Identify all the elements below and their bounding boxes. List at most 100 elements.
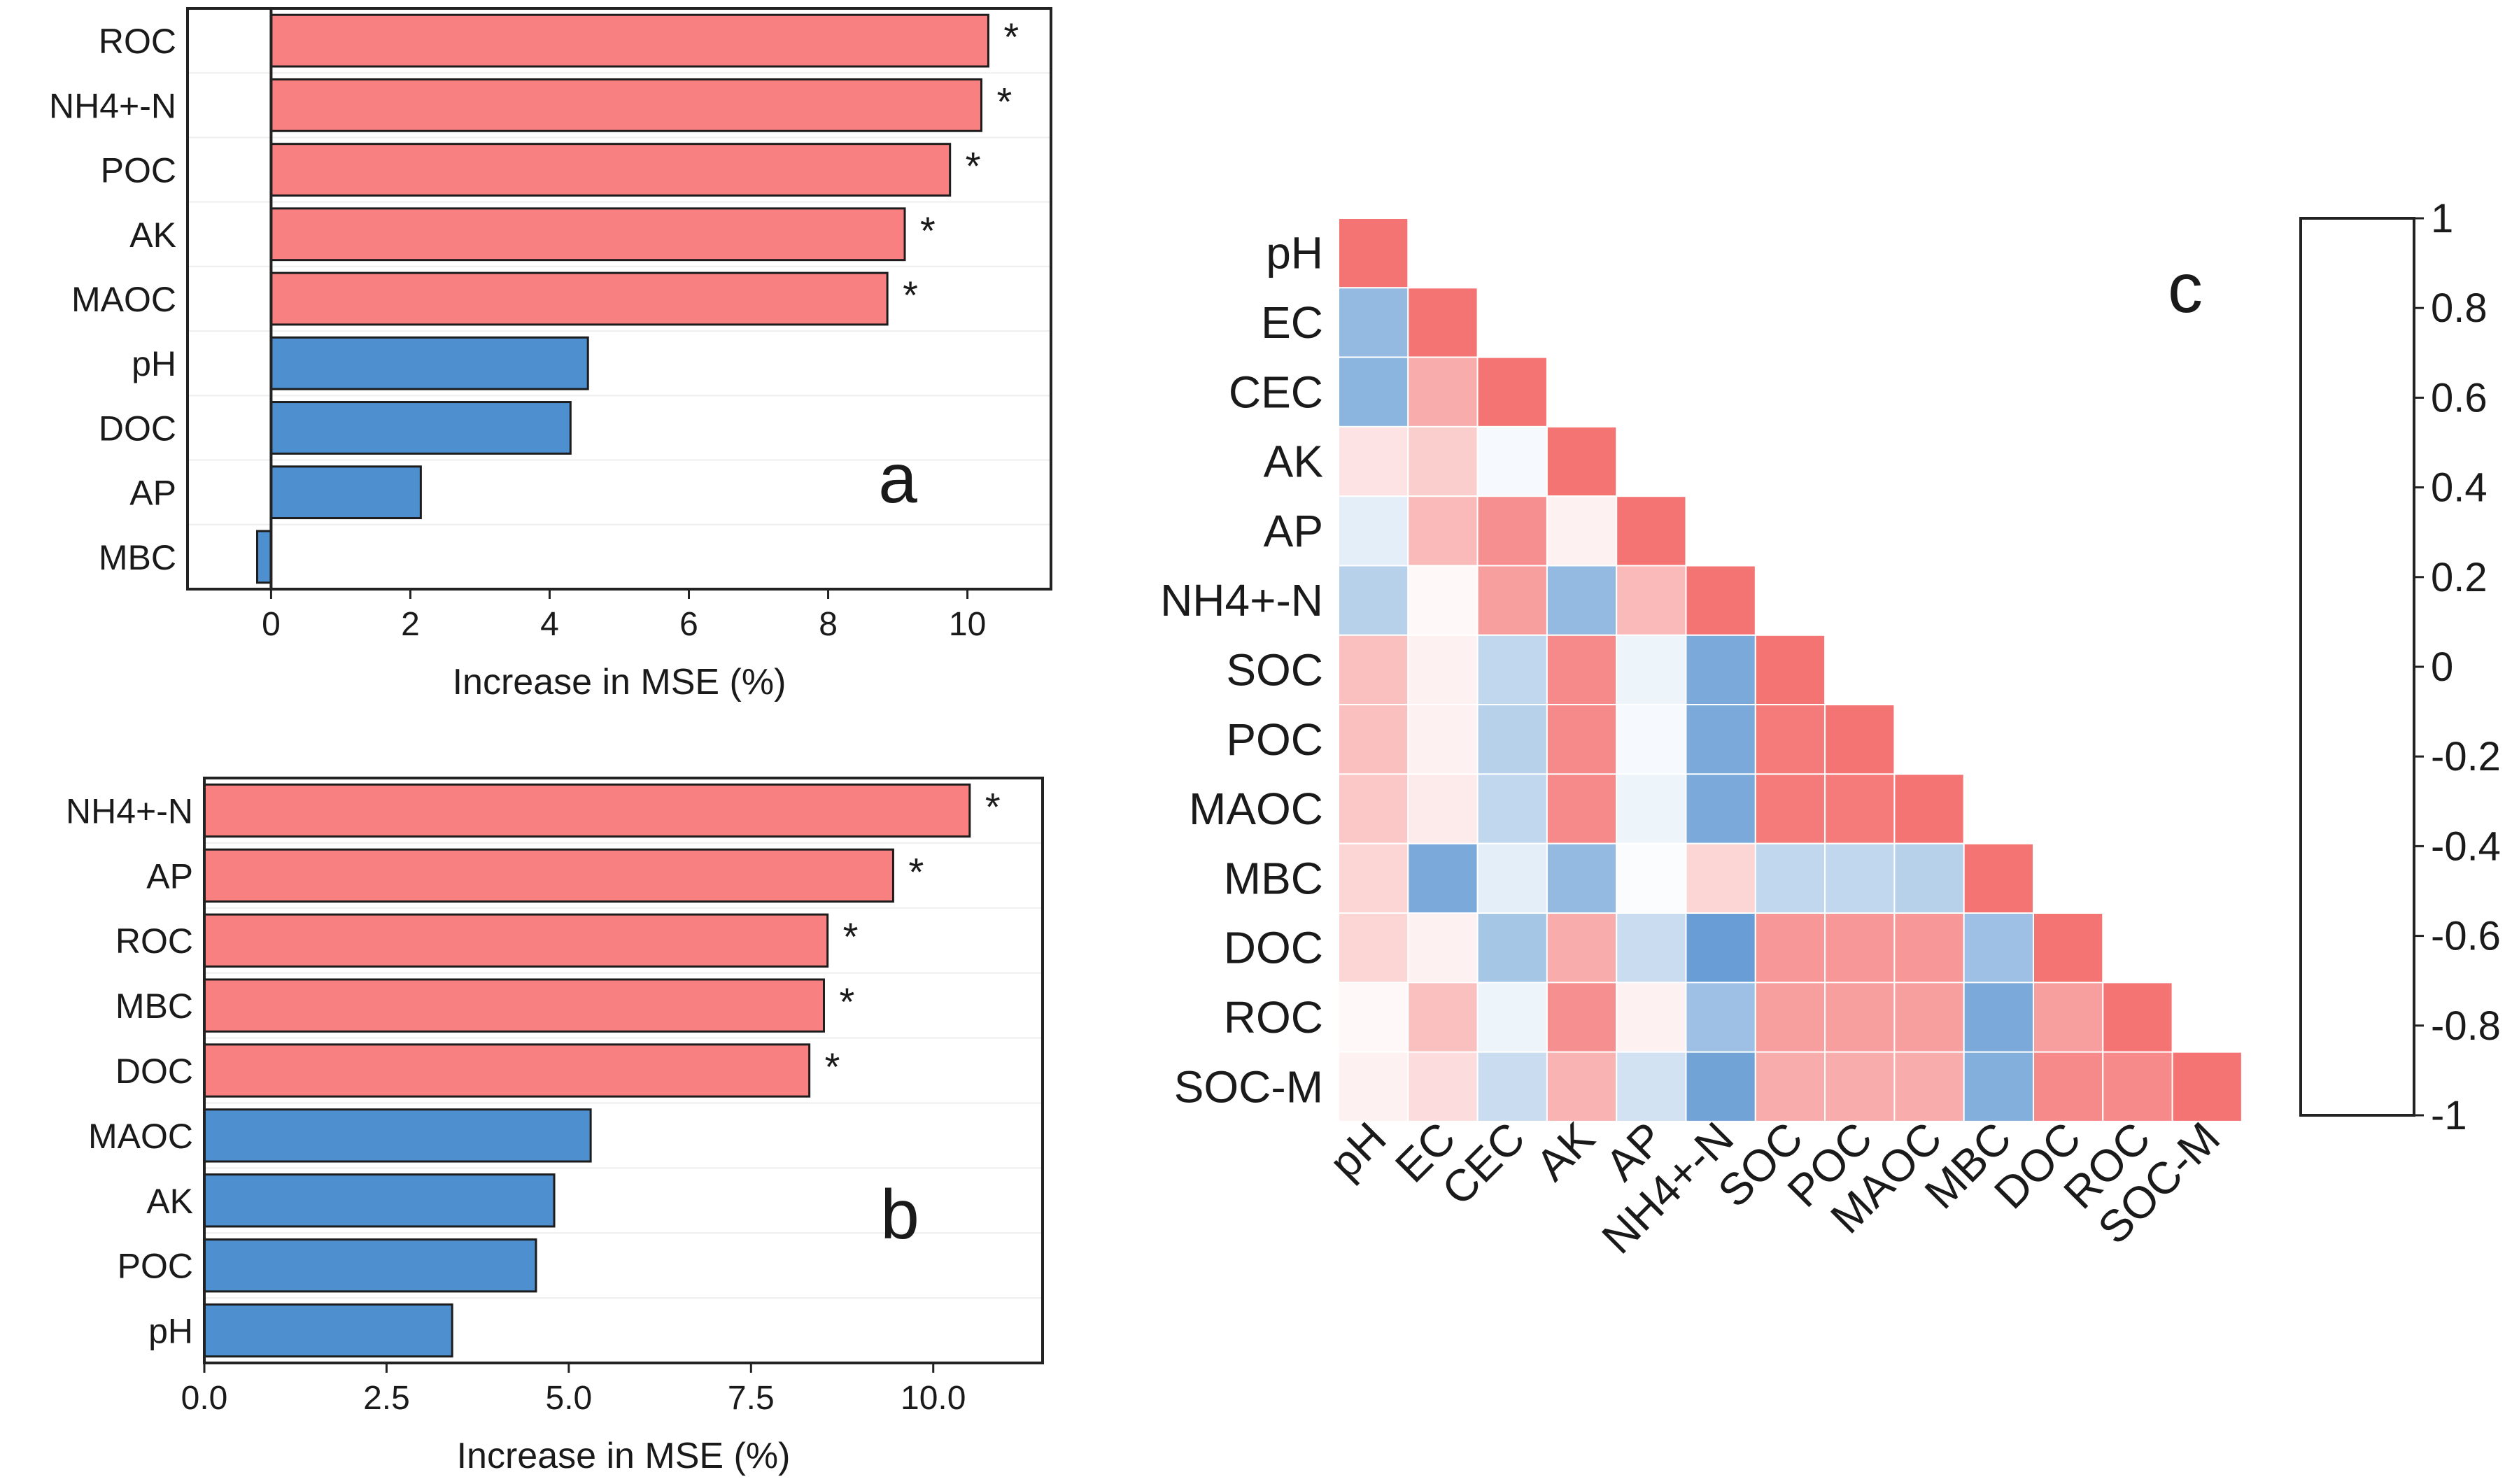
row-label-roc: ROC <box>1224 992 1323 1043</box>
heatmap-cell <box>1407 842 1479 914</box>
category-label-mbc: MBC <box>115 987 193 1026</box>
heatmap-cell <box>1754 1051 1826 1122</box>
heatmap-cell <box>1546 773 1618 845</box>
heatmap-cell <box>1824 704 1896 775</box>
heatmap-cell <box>1407 565 1479 636</box>
heatmap-cell <box>1893 982 1965 1053</box>
significance-marker: * <box>839 980 854 1024</box>
bar-doc <box>269 401 572 455</box>
heatmap-cell <box>1824 773 1896 845</box>
heatmap-cell <box>1338 425 1409 497</box>
heatmap-cell <box>1616 773 1687 845</box>
heatmap-cell <box>1476 634 1548 706</box>
colorbar-tick-label: 0.2 <box>2431 555 2488 600</box>
heatmap-cell <box>2033 982 2104 1053</box>
bar-ak <box>203 1173 556 1228</box>
heatmap-cell <box>1824 1051 1896 1122</box>
category-label-roc: ROC <box>99 22 176 61</box>
heatmap-cell <box>1616 565 1687 636</box>
heatmap-cell <box>1616 634 1687 706</box>
heatmap-cell <box>1685 982 1756 1053</box>
category-label-ph: pH <box>148 1312 193 1351</box>
category-label-ph: pH <box>132 344 176 383</box>
x-tick-label: 10 <box>949 606 986 643</box>
heatmap-cell <box>1685 634 1756 706</box>
heatmap-cell <box>1407 634 1479 706</box>
panel-b-bar-chart: NH4+-N * AP * ROC * MBC * DOC * MAOC AK POC pH 0.0 2.5 5… <box>66 777 1044 1476</box>
heatmap-cell <box>1754 773 1826 845</box>
heatmap-cell <box>1546 634 1618 706</box>
heatmap-cell <box>1685 912 1756 984</box>
bar-doc <box>203 1043 811 1098</box>
heatmap-cell <box>1476 356 1548 427</box>
bar-mbc <box>256 530 272 584</box>
heatmap-cell <box>1338 634 1409 706</box>
heatmap-cell <box>2033 1051 2104 1122</box>
bar-ap <box>269 465 422 520</box>
heatmap-cell <box>1338 842 1409 914</box>
category-label-doc: DOC <box>99 409 176 448</box>
category-label-ap: AP <box>146 856 193 896</box>
bar-roc <box>269 13 989 68</box>
heatmap-cell <box>1546 1051 1618 1122</box>
heatmap-cell <box>1476 495 1548 567</box>
heatmap-cell <box>1754 842 1826 914</box>
heatmap-cell <box>1963 912 2034 984</box>
colorbar-tick-label: -0.2 <box>2431 734 2501 779</box>
x-tick-label: 2 <box>401 606 420 643</box>
heatmap-cell <box>1546 842 1618 914</box>
category-label-maoc: MAOC <box>71 280 176 319</box>
bar-ph <box>203 1303 453 1358</box>
heatmap-cell <box>1824 982 1896 1053</box>
bar-maoc <box>203 1108 592 1163</box>
category-label-ak: AK <box>146 1182 193 1221</box>
heatmap-cell <box>1893 773 1965 845</box>
bar-maoc <box>269 271 889 326</box>
colorbar-tick-label: -0.6 <box>2431 914 2501 959</box>
x-tick-label: 8 <box>819 606 838 643</box>
heatmap-cell <box>1754 634 1826 706</box>
heatmap-cell <box>1476 425 1548 497</box>
significance-marker: * <box>996 79 1012 123</box>
colorbar-tick-label: -1 <box>2431 1093 2467 1138</box>
heatmap-cell <box>1546 982 1618 1053</box>
heatmap-cell <box>1407 1051 1479 1122</box>
heatmap-cell <box>1546 565 1618 636</box>
heatmap-cell <box>1616 704 1687 775</box>
heatmap-cell <box>1685 565 1756 636</box>
bar-nh4+-n <box>269 78 982 132</box>
heatmap-cell <box>1616 1051 1687 1122</box>
heatmap-cell <box>1338 1051 1409 1122</box>
x-tick-label: 6 <box>679 606 698 643</box>
panel-letter: c <box>2168 249 2203 327</box>
x-tick-label: 0.0 <box>181 1380 228 1417</box>
heatmap-cell <box>1754 704 1826 775</box>
heatmap-cell <box>1338 912 1409 984</box>
significance-marker: * <box>966 144 981 188</box>
bar-mbc <box>203 978 825 1033</box>
bar-ph <box>269 336 589 390</box>
heatmap-cell <box>1338 495 1409 567</box>
heatmap-cell <box>1407 425 1479 497</box>
plot-frame <box>203 777 1044 1364</box>
heatmap-cell <box>1685 704 1756 775</box>
category-label-nh4+-n: NH4+-N <box>66 791 193 831</box>
heatmap-cell <box>1824 842 1896 914</box>
heatmap-cell <box>1407 982 1479 1053</box>
category-label-doc: DOC <box>115 1052 193 1091</box>
significance-marker: * <box>1003 15 1019 59</box>
heatmap-cell <box>1338 773 1409 845</box>
category-label-ak: AK <box>129 215 176 255</box>
colorbar <box>2299 217 2415 1117</box>
colorbar-tick-label: 0.6 <box>2431 375 2488 421</box>
heatmap-cell <box>1476 912 1548 984</box>
row-label-soc: SOC <box>1226 644 1323 695</box>
category-label-poc: POC <box>101 151 176 190</box>
heatmap-cell <box>1685 1051 1756 1122</box>
heatmap-cell <box>1893 1051 1965 1122</box>
significance-marker: * <box>903 273 918 317</box>
category-label-ap: AP <box>129 474 176 513</box>
category-label-nh4+-n: NH4+-N <box>49 86 176 125</box>
heatmap-cell <box>1407 287 1479 358</box>
